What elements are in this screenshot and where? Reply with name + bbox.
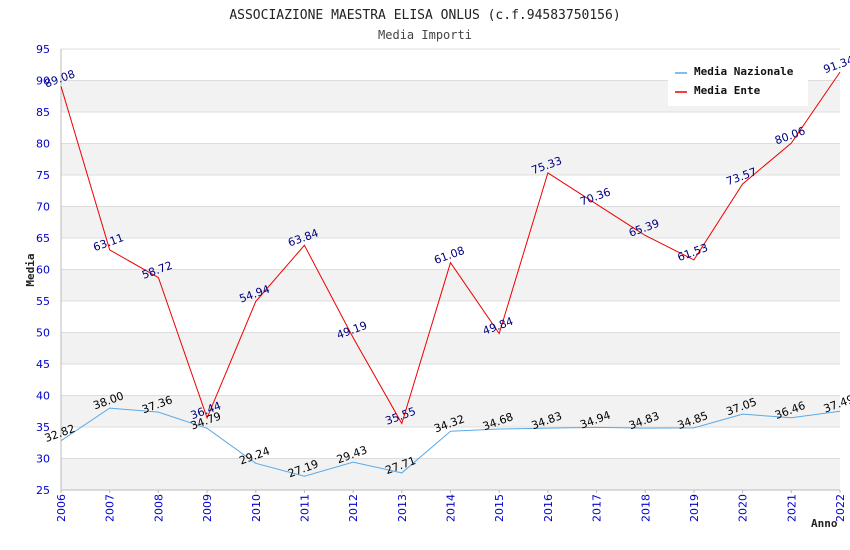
y-axis-label: Media [24, 253, 37, 286]
y-tick-label: 85 [36, 106, 50, 119]
chart-subtitle: Media Importi [378, 28, 472, 42]
grid-band [61, 332, 840, 364]
series-lines [60, 71, 841, 477]
x-tick-label: 2012 [347, 494, 360, 522]
y-tick-label: 40 [36, 390, 50, 403]
x-tick-label: 2006 [55, 494, 68, 522]
x-tick-label: 2007 [104, 494, 117, 522]
grid-band [61, 364, 840, 396]
x-tick-label: 2014 [445, 494, 458, 522]
x-tick-label: 2019 [688, 494, 701, 522]
gridlines [61, 48, 840, 491]
x-tick-label: 2016 [542, 494, 555, 522]
legend-label-media-nazionale: Media Nazionale [694, 65, 794, 78]
y-tick-label: 30 [36, 453, 50, 466]
x-tick-label: 2008 [152, 494, 165, 522]
y-tick-label: 50 [36, 327, 50, 340]
series-line-media-nazionale [60, 407, 841, 477]
legend-box [668, 60, 808, 106]
grid-band [61, 175, 840, 207]
x-tick-label: 2015 [493, 494, 506, 522]
grid-band [61, 301, 840, 333]
x-axis-ticks: 2006 2007 2008 2009 2010 2011 2012 2013 2014 2015… [55, 490, 847, 522]
x-tick-label: 2010 [250, 494, 263, 522]
y-tick-label: 65 [36, 232, 50, 245]
legend-label-media-ente: Media Ente [694, 84, 761, 97]
x-tick-label: 2018 [639, 494, 652, 522]
x-tick-label: 2021 [785, 494, 798, 522]
series-line-media-ente [60, 71, 841, 425]
y-tick-label: 25 [36, 484, 50, 497]
grid-band [61, 458, 840, 490]
y-tick-label: 55 [36, 295, 50, 308]
x-tick-label: 2017 [591, 494, 604, 522]
y-tick-label: 60 [36, 264, 50, 277]
x-tick-label: 2022 [834, 494, 847, 522]
grid-band [61, 269, 840, 301]
grid-band [61, 143, 840, 175]
grid-band [61, 395, 840, 427]
grid-band [61, 112, 840, 144]
y-tick-label: 80 [36, 138, 50, 151]
chart-title: ASSOCIAZIONE MAESTRA ELISA ONLUS (c.f.94… [229, 8, 620, 23]
y-tick-label: 95 [36, 43, 50, 56]
y-axis-ticks: 25 30 35 40 45 50 55 60 65 70 75 80 85 90 95 [36, 43, 50, 497]
y-tick-label: 35 [36, 421, 50, 434]
x-tick-label: 2013 [396, 494, 409, 522]
grid-band [61, 206, 840, 238]
x-axis-label: Anno [811, 517, 838, 530]
y-tick-label: 90 [36, 75, 50, 88]
x-tick-label: 2020 [737, 494, 750, 522]
x-tick-label: 2009 [201, 494, 214, 522]
x-tick-label: 2011 [298, 494, 311, 522]
legend: Media Nazionale Media Ente [668, 60, 808, 106]
y-tick-label: 75 [36, 169, 50, 182]
y-tick-label: 70 [36, 201, 50, 214]
grid-band [61, 427, 840, 459]
y-tick-label: 45 [36, 358, 50, 371]
